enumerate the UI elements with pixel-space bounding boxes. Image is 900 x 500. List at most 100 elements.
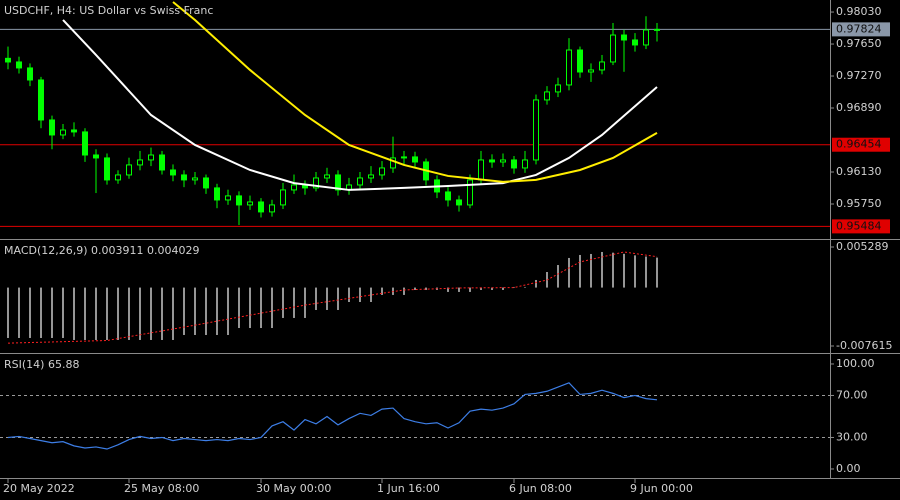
x-tick-label: 20 May 2022 — [3, 482, 75, 495]
price-label: 0.97824 — [836, 22, 882, 35]
y-tick-label: 0.00 — [836, 462, 861, 475]
y-tick-label: 0.95750 — [836, 197, 882, 210]
macd-bar — [513, 286, 515, 288]
candle-body — [290, 184, 297, 191]
macd-bar — [40, 287, 42, 338]
macd-bar — [623, 253, 625, 288]
candle-body — [224, 195, 231, 201]
candle-body — [59, 129, 66, 136]
panel-title: RSI(14) 65.88 — [4, 358, 79, 371]
candle-body — [125, 164, 132, 176]
macd-bar — [403, 287, 405, 295]
y-tick-label: 0.96130 — [836, 165, 882, 178]
panel — [0, 382, 830, 450]
macd-bar — [590, 253, 592, 288]
y-tick-label: 70.00 — [836, 388, 868, 401]
candle-body — [654, 28, 661, 31]
candle-body — [268, 204, 275, 213]
y-tick-label: 0.98030 — [836, 5, 882, 18]
candle-body — [599, 61, 606, 71]
candle-body — [489, 159, 496, 163]
frame — [0, 0, 900, 479]
macd-bar — [293, 287, 295, 318]
macd-bar — [414, 287, 416, 290]
candle-body — [136, 159, 143, 166]
macd-bar — [480, 287, 482, 290]
candle-body — [169, 169, 176, 176]
y-tick-label: 0.97650 — [836, 37, 882, 50]
macd-bar — [260, 287, 262, 329]
moving-average — [172, 1, 658, 183]
macd-bar — [535, 279, 537, 288]
candle-body — [15, 61, 22, 69]
macd-bar — [315, 287, 317, 310]
macd-bar — [656, 257, 658, 288]
x-tick-label: 6 Jun 08:00 — [509, 482, 572, 495]
price-label: 0.95484 — [836, 219, 882, 232]
macd-bar — [183, 287, 185, 335]
candle-body — [522, 159, 529, 169]
candle-body — [180, 174, 187, 181]
macd-bar — [282, 287, 284, 318]
x-tick-label: 1 Jun 16:00 — [377, 482, 440, 495]
macd-bar — [73, 287, 75, 340]
y-tick-label: 30.00 — [836, 430, 868, 443]
macd-bar — [326, 287, 328, 310]
candle-body — [610, 34, 617, 63]
macd-bar — [337, 287, 339, 310]
macd-bar — [150, 287, 152, 340]
macd-bar — [579, 254, 581, 288]
candle-body — [334, 174, 341, 191]
x-tick-label: 30 May 00:00 — [256, 482, 331, 495]
moving-average — [62, 19, 658, 191]
y-tick-label: 100.00 — [836, 357, 875, 370]
macd-bar — [502, 287, 504, 290]
macd-bar — [304, 287, 306, 318]
macd-bar — [447, 287, 449, 292]
candle-body — [378, 167, 385, 176]
macd-bar — [612, 252, 614, 288]
y-tick-label: 0.97270 — [836, 69, 882, 82]
price-label: 0.96454 — [836, 138, 882, 151]
macd-bar — [249, 287, 251, 329]
macd-bar — [51, 287, 53, 338]
candle-body — [588, 69, 595, 73]
candle-body — [632, 39, 639, 46]
y-tick-label: 0.005289 — [836, 240, 889, 253]
candle-body — [279, 189, 286, 206]
candle-body — [235, 195, 242, 206]
macd-bar — [381, 287, 383, 295]
candle-body — [356, 177, 363, 186]
candle-body — [566, 49, 573, 86]
macd-bar — [568, 257, 570, 288]
candle-body — [246, 201, 253, 206]
macd-bar — [469, 287, 471, 292]
macd-bar — [106, 287, 108, 340]
macd-bar — [117, 287, 119, 340]
macd-bar — [491, 287, 493, 290]
candle-body — [257, 201, 264, 213]
macd-bar — [227, 287, 229, 335]
candle-body — [456, 199, 463, 206]
indicator-line — [7, 382, 658, 450]
macd-bar — [29, 287, 31, 338]
macd-bar — [84, 287, 86, 340]
candle-body — [103, 157, 110, 181]
candle-body — [92, 154, 99, 159]
candle-body — [323, 174, 330, 179]
candle-body — [81, 131, 88, 156]
candle-body — [367, 174, 374, 179]
macd-bar — [370, 287, 372, 302]
candle-body — [147, 154, 154, 161]
y-tick-label: -0.007615 — [836, 339, 892, 352]
panel — [0, 1, 830, 227]
candle-body — [213, 187, 220, 201]
macd-bar — [7, 287, 9, 338]
macd-bar — [194, 287, 196, 335]
macd-bar — [161, 287, 163, 340]
macd-bar — [128, 287, 130, 340]
macd-bar — [95, 287, 97, 340]
macd-bar — [62, 287, 64, 338]
candle-body — [533, 99, 540, 161]
macd-bar — [425, 287, 427, 290]
